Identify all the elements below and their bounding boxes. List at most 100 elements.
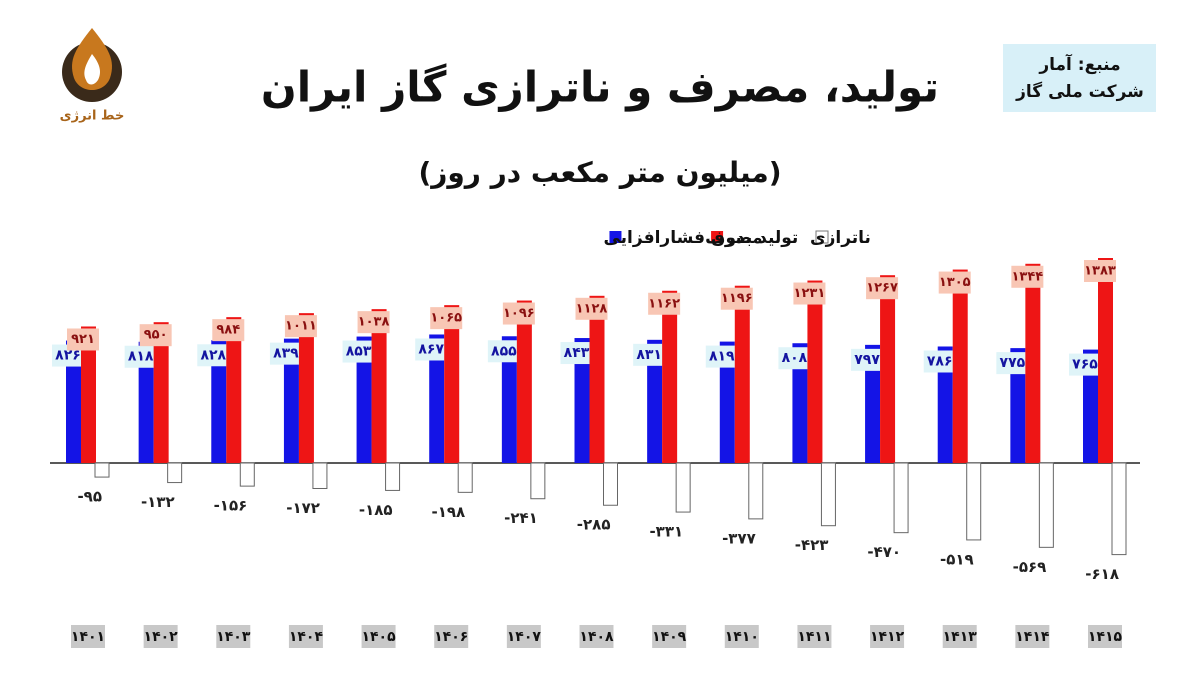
value-label: -۱۸۵ <box>359 501 393 519</box>
x-tick-label: ۱۴۰۷ <box>507 629 542 645</box>
value-label-box <box>1011 265 1044 288</box>
bar <box>211 340 227 463</box>
value-label-box <box>139 324 172 347</box>
value-label: ۸۵۵ <box>491 343 517 359</box>
value-label: -۴۲۳ <box>795 536 829 554</box>
value-label: -۱۷۲ <box>286 499 320 517</box>
value-label: -۵۱۹ <box>940 550 974 568</box>
legend-label: مصرف <box>705 228 763 248</box>
bar <box>530 462 546 500</box>
bar <box>603 462 618 506</box>
x-tick-label: ۱۴۰۳ <box>216 629 251 645</box>
value-label: -۳۳۱ <box>649 523 683 541</box>
bar <box>153 322 169 463</box>
value-label-box <box>648 292 681 315</box>
x-tick-label: ۱۴۰۲ <box>144 629 179 645</box>
bar <box>719 341 735 463</box>
value-label: ۹۵۰ <box>144 328 168 343</box>
value-label: ۸۳۱ <box>636 347 662 363</box>
value-label: ۹۲۱ <box>71 332 95 347</box>
value-label-box <box>720 287 753 310</box>
bar <box>429 334 445 463</box>
value-label-box <box>996 352 1029 375</box>
x-tick-label: ۱۴۰۱ <box>71 629 105 645</box>
bar <box>792 343 808 463</box>
bar <box>81 326 96 463</box>
category-box <box>652 625 687 648</box>
source-text: شرکت ملی گاز <box>1015 81 1144 102</box>
value-label-box <box>575 297 608 320</box>
value-label: -۹۵ <box>77 488 102 506</box>
value-label-box <box>415 338 448 361</box>
value-label: ۱۲۶۷ <box>866 281 898 296</box>
bar <box>574 338 590 463</box>
value-label-box <box>487 340 520 363</box>
x-tick-label: ۱۴۱۱ <box>797 629 831 645</box>
value-label: -۶۱۸ <box>1085 565 1119 583</box>
bar <box>312 462 328 489</box>
category-box <box>579 625 614 648</box>
value-label-box <box>67 328 99 351</box>
legend-swatch <box>711 231 724 243</box>
value-label: -۴۷۰ <box>867 543 901 561</box>
x-tick-label: ۱۴۱۳ <box>943 629 978 645</box>
x-tick-label: ۱۴۰۵ <box>361 629 396 645</box>
value-label: -۵۶۹ <box>1013 558 1047 576</box>
value-label-box <box>502 302 535 325</box>
category-box <box>434 625 469 648</box>
bar <box>66 340 81 463</box>
bar <box>138 341 154 463</box>
value-label-box <box>124 345 157 368</box>
value-label-box <box>851 348 884 371</box>
chart-title: تولید، مصرف و ناترازی گاز ایران <box>261 63 939 113</box>
bar <box>880 275 896 463</box>
category-box <box>942 625 977 648</box>
x-tick-label: ۱۴۰۹ <box>652 629 687 645</box>
value-label-box <box>778 347 811 370</box>
legend-label: تولید بدون فشارافزایی <box>603 228 798 248</box>
logo-text: خط انرژی <box>60 109 125 124</box>
category-box <box>361 625 396 648</box>
value-label-box <box>938 271 971 294</box>
bar <box>457 462 473 493</box>
bar <box>820 462 836 527</box>
category-box <box>724 625 759 648</box>
logo: خط انرژی <box>60 28 125 124</box>
value-label-box <box>923 350 956 373</box>
value-label: ۸۲۶ <box>55 348 81 364</box>
bar <box>516 300 532 463</box>
value-label: ۷۷۵ <box>1000 355 1026 371</box>
bar <box>662 290 678 463</box>
value-label: ۷۹۷ <box>854 352 880 368</box>
category-box <box>143 625 178 648</box>
bar <box>748 462 764 520</box>
value-label: ۱۰۱۱ <box>285 319 317 334</box>
category-box <box>870 625 905 648</box>
value-label: ۱۳۰۵ <box>939 275 971 290</box>
value-label: -۱۳۲ <box>141 493 175 511</box>
x-tick-label: ۱۴۰۸ <box>579 629 614 645</box>
x-tick-label: ۱۴۱۵ <box>1088 629 1123 645</box>
x-tick-label: ۱۴۰۴ <box>289 629 324 645</box>
bar <box>647 339 663 463</box>
bar <box>1025 263 1041 463</box>
legend-label: ناترازی <box>810 228 871 248</box>
value-label: ۷۸۶ <box>927 353 953 369</box>
value-label: ۱۲۳۱ <box>794 286 826 301</box>
category-box <box>216 625 251 648</box>
bar <box>966 462 982 541</box>
value-label: ۸۰۸ <box>782 350 808 366</box>
bar <box>167 462 183 484</box>
value-label-box <box>705 345 738 368</box>
source-text: منبع: آمار <box>1038 53 1120 75</box>
bar <box>226 317 242 463</box>
value-label: ۱۱۲۸ <box>576 301 608 316</box>
chart-subtitle: (میلیون متر مکعب در روز) <box>418 156 781 189</box>
category-box <box>288 625 323 648</box>
value-label: ۱۳۴۴ <box>1011 269 1043 284</box>
bar <box>1010 348 1026 463</box>
bar <box>444 305 460 463</box>
value-label-box <box>269 342 302 365</box>
value-label-box <box>793 282 826 305</box>
